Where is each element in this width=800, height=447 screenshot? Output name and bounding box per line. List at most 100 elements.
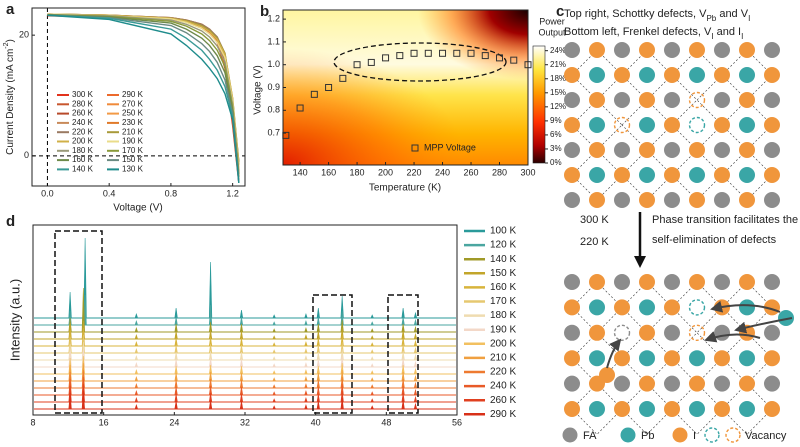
temperature: 300 K (580, 214, 609, 226)
peak (134, 397, 139, 403)
colorbar (532, 45, 546, 164)
peak (304, 362, 308, 368)
atom (589, 67, 605, 83)
atom (764, 92, 780, 108)
colorbar-tick-label: 12% (550, 102, 566, 111)
y-axis-label-part: Current Density (mA cm (5, 49, 16, 155)
legend-label: 170 K (490, 296, 516, 307)
octahedron-outline (621, 99, 673, 151)
legend-label: 230 K (122, 118, 144, 127)
peak (370, 328, 374, 333)
mpp-point (325, 84, 333, 91)
caption-part: and V (716, 8, 748, 20)
legend-label: 190 K (122, 137, 144, 146)
peak (272, 391, 276, 396)
atom (639, 67, 655, 83)
octahedron-outline (621, 49, 673, 101)
atom (639, 92, 655, 108)
caption-sub: Pb (706, 14, 716, 23)
atom (664, 274, 680, 290)
legend-marker (411, 144, 419, 152)
atom (639, 167, 655, 183)
peak (370, 391, 374, 396)
legend-label: 130 K (122, 165, 144, 174)
atom (664, 375, 680, 392)
mpp-point (467, 49, 475, 57)
octahedron-outline (571, 99, 623, 151)
atom (664, 192, 680, 208)
peak (272, 370, 276, 375)
peak (134, 376, 139, 382)
atom (639, 142, 655, 158)
peak (134, 355, 139, 361)
mpp-point (453, 49, 461, 57)
peak (272, 314, 276, 319)
atom (739, 192, 755, 208)
peak (134, 369, 139, 375)
peak (272, 335, 276, 340)
peak (304, 369, 308, 375)
atom (639, 375, 655, 392)
legend-label: Pb (641, 430, 654, 442)
atom (614, 92, 630, 108)
x-tick-label: 32 (240, 417, 250, 427)
peak (239, 400, 244, 410)
atom (589, 401, 605, 417)
atom (614, 192, 630, 208)
caption-part: Top right, Schottky defects, V (564, 8, 707, 20)
x-tick-label: 160 (321, 167, 336, 177)
legend-label: 200 K (490, 338, 516, 349)
legend-label: 240 K (490, 381, 516, 392)
x-tick-label: 24 (169, 417, 179, 427)
atom (689, 350, 705, 367)
legend-label: 100 K (490, 226, 516, 237)
octahedron-outline (621, 149, 673, 201)
peak (413, 395, 418, 403)
peak (370, 405, 374, 410)
x-tick-label: 280 (492, 167, 507, 177)
peak (370, 370, 374, 375)
atom (714, 192, 730, 208)
mpp-point (396, 52, 404, 60)
atom (564, 375, 580, 392)
peak (272, 377, 276, 382)
atom (764, 42, 780, 58)
caption-sub: I (741, 32, 743, 41)
atom (664, 167, 680, 183)
transition-text: Phase transition facilitates the (652, 214, 798, 226)
peak (174, 400, 178, 410)
legend-label: 180 K (490, 310, 516, 321)
atom (764, 401, 780, 417)
atom (589, 167, 605, 183)
x-tick-label: 0.8 (165, 188, 178, 198)
colorbar-tick-label: 6% (550, 130, 562, 139)
atom (564, 324, 580, 341)
atom (714, 167, 730, 183)
atom (639, 192, 655, 208)
peak (413, 311, 418, 319)
atom (564, 42, 580, 58)
legend-label: 140 K (72, 165, 94, 174)
atom (639, 401, 655, 417)
peak (413, 367, 418, 375)
atom (614, 274, 630, 290)
peak (272, 328, 276, 333)
peak (370, 384, 374, 389)
octahedron-outline (571, 149, 623, 201)
atom (689, 167, 705, 183)
atom (589, 192, 605, 208)
x-tick-label: 0.0 (41, 188, 54, 198)
x-tick-label: 8 (30, 417, 35, 427)
legend-atom (620, 427, 636, 443)
jv-curve (47, 13, 240, 174)
atom (714, 42, 730, 58)
legend-label: 200 K (72, 137, 94, 146)
atom (564, 117, 580, 133)
atom (689, 401, 705, 417)
transition-text: self-elimination of defects (652, 234, 777, 246)
panel-letter: a (6, 1, 15, 18)
vacancy (688, 324, 706, 341)
atom (564, 299, 580, 316)
legend-label: 190 K (490, 324, 516, 335)
peak (413, 402, 418, 410)
